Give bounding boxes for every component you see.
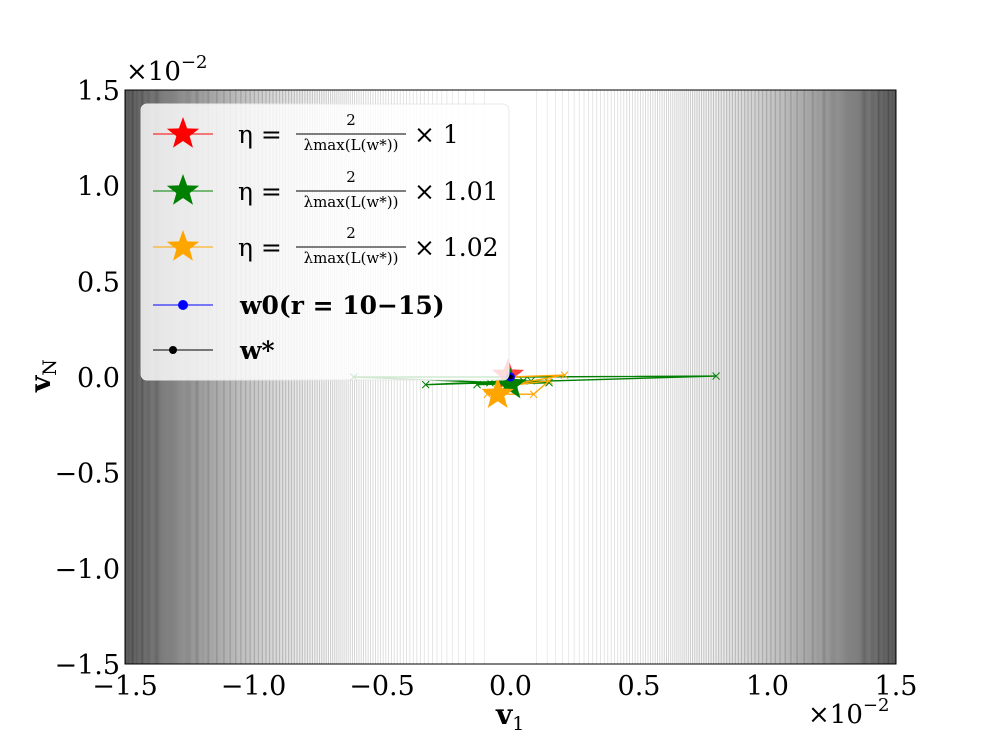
y-axis-label: vN: [24, 359, 61, 393]
x-tick-label: −1.0: [221, 671, 287, 702]
x-scale-label: ×10−2: [808, 695, 889, 730]
series-point-marker: [473, 380, 481, 389]
y-scale-label: ×10−2: [126, 52, 207, 87]
plot-frame: [124, 89, 897, 665]
legend-box: [140, 103, 510, 381]
legend-label-orange-eta: η =: [238, 233, 282, 262]
legend-label-red-eta: η =: [238, 120, 282, 149]
y-tick-label: −0.5: [54, 459, 120, 490]
x-tick-label: 1.0: [746, 671, 789, 702]
legend-label-red-num: 2: [346, 111, 356, 129]
legend-entry-w0: w0(r = 10−15): [153, 291, 445, 320]
legend-dot-wstar-icon: [169, 346, 177, 354]
series-point-marker: [560, 371, 569, 379]
legend-label-red-mult: × 1: [414, 120, 459, 149]
y-tick-label: −1.5: [54, 650, 120, 681]
legend-star-orange-icon: [166, 230, 200, 261]
legend-label-green-num: 2: [346, 168, 356, 186]
legend: η = 2 λmax(L(w*)) × 1 η = 2 λmax(L(w*)) …: [140, 103, 510, 381]
ticks: −1.5 −1.0 −0.5 0.0 0.5 1.0 1.5 1.5 1.0 0.5 0.0 −0.5…: [54, 76, 917, 702]
legend-label-green-mult: × 1.01: [414, 177, 499, 206]
series-point-marker: [545, 376, 553, 385]
y-tick-label: −1.0: [54, 554, 120, 585]
x-tick-label: −1.5: [92, 671, 158, 702]
y-tick-label: 1.5: [77, 76, 120, 107]
legend-label-orange-den: λmax(L(w*)): [304, 249, 399, 267]
y-tick-label: 1.0: [77, 172, 120, 203]
legend-label-wstar: w*: [239, 336, 275, 365]
legend-entry-green: η = 2 λmax(L(w*)) × 1.01: [153, 168, 499, 211]
series-star-marker: [481, 377, 514, 408]
series-point-marker: [421, 380, 430, 389]
legend-label-orange-num: 2: [346, 224, 356, 242]
legend-star-red-icon: [166, 117, 200, 148]
legend-label-green-den: λmax(L(w*)): [304, 193, 399, 211]
x-tick-label: 1.5: [875, 671, 918, 702]
x-tick-label: −0.5: [349, 671, 415, 702]
y-axis-label-group: vN: [24, 359, 61, 393]
x-tick-label: 0.5: [618, 671, 661, 702]
x-tick-label: 0.0: [489, 671, 532, 702]
legend-entry-wstar: w*: [153, 336, 275, 365]
legend-entry-red: η = 2 λmax(L(w*)) × 1: [153, 111, 459, 154]
y-tick-label: 0.5: [77, 267, 120, 298]
series-point-marker: [529, 390, 538, 399]
legend-label-orange-mult: × 1.02: [414, 233, 499, 262]
series-point-marker: [712, 372, 720, 380]
legend-star-green-icon: [166, 174, 200, 205]
legend-label-green-eta: η =: [238, 177, 282, 206]
legend-entry-orange: η = 2 λmax(L(w*)) × 1.02: [153, 224, 499, 267]
y-tick-label: 0.0: [77, 363, 120, 394]
legend-label-w0: w0(r = 10−15): [239, 291, 445, 320]
series-line: [487, 374, 565, 395]
series-star-marker: [494, 367, 527, 399]
legend-dot-w0-icon: [178, 300, 188, 310]
legend-label-red-den: λmax(L(w*)): [304, 136, 399, 154]
x-axis-label: v1: [495, 698, 524, 735]
